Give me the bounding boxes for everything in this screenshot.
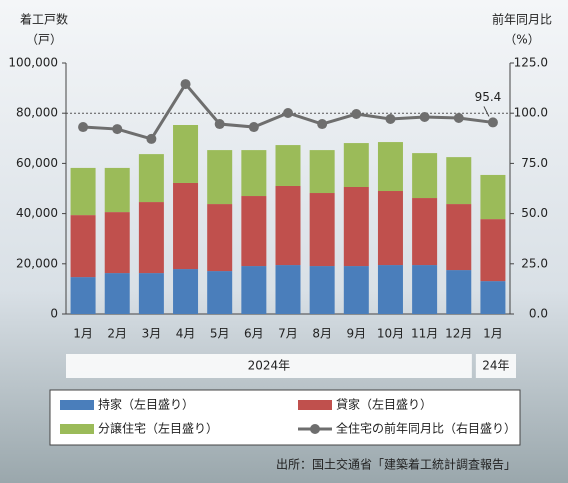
bar [173,124,199,183]
line-point [317,119,328,130]
bar [377,142,403,192]
y-tick-label: 60,000 [16,156,58,170]
legend-label: 貸家（左目盛り） [336,397,432,412]
bar [275,185,301,266]
y2-tick-label: 25.0 [521,256,548,270]
bar [241,196,267,267]
bar [104,273,130,314]
x-tick-label: 9月 [346,327,366,341]
legend-swatch [298,400,332,410]
bar [207,271,233,314]
bar [275,265,301,314]
line-point [146,133,157,144]
x-tick-label: 5月 [210,327,230,341]
x-tick-label: 7月 [278,327,298,341]
bar [343,143,369,187]
line-point [419,112,430,123]
y2-tick-label: 0.0 [529,307,548,321]
bar [412,153,438,199]
bar [309,193,335,267]
x-tick-label: 1月 [483,327,503,341]
bar [70,167,96,216]
x-tick-label: 12月 [445,327,472,341]
bar [173,182,199,270]
y2-tick-label: 100.0 [514,106,548,120]
x-tick-label: 1月 [73,327,93,341]
line-point [453,113,464,124]
line-point [78,122,89,133]
line-point [180,79,191,90]
bar [480,219,506,282]
line-point [214,119,225,130]
x-tick-label: 4月 [176,327,196,341]
bar [412,265,438,314]
y2-axis-title: 前年同月比 [492,12,552,27]
bar [138,273,164,314]
line-point [248,122,259,133]
bar [138,202,164,274]
bar [104,212,130,274]
bar [480,281,506,314]
bar [343,186,369,267]
x-tick-label: 2月 [107,327,127,341]
bar [309,150,335,194]
source: 出所：国土交通省「建築着工統計調査報告」 [276,457,516,472]
bar [241,266,267,314]
bar [309,266,335,314]
line-point [487,117,498,128]
bar [70,277,96,314]
group-box [475,354,516,378]
bar [173,269,199,314]
y-tick-label: 100,000 [8,56,58,70]
legend-swatch [60,400,94,410]
x-tick-label: 3月 [142,327,162,341]
bar [138,154,164,203]
bar [275,145,301,186]
bar [446,270,472,314]
legend-swatch [60,424,94,434]
group-label: 24年 [482,359,509,373]
y-tick-label: 80,000 [16,106,58,120]
bar [377,191,403,266]
bar [446,204,472,271]
legend-box [49,389,521,446]
group-box [66,354,472,378]
bar [207,204,233,272]
y-axis-unit: （戸） [26,33,62,47]
y-tick-label: 40,000 [16,206,58,220]
line-point [351,109,362,120]
line-point [112,124,123,135]
bar [480,174,506,220]
legend-label: 全住宅の前年同月比（右目盛り） [336,421,516,436]
y2-tick-label: 125.0 [514,56,548,70]
bar [412,198,438,266]
y2-tick-label: 50.0 [521,206,548,220]
bar [70,215,96,278]
bar [343,266,369,314]
bar [207,150,233,205]
bar [377,265,403,314]
y2-axis-unit: （%） [504,33,539,47]
data-label: 95.4 [475,90,502,104]
legend-label: 分譲住宅（左目盛り） [98,421,218,436]
x-tick-label: 11月 [411,327,438,341]
label-leader [483,106,490,117]
legend-point [310,424,320,434]
x-tick-label: 6月 [244,327,264,341]
y-tick-label: 20,000 [16,256,58,270]
y2-tick-label: 75.0 [521,156,548,170]
x-tick-label: 8月 [312,327,332,341]
group-label: 2024年 [248,359,291,373]
y-tick-label: 0 [50,307,58,321]
y-axis-title: 着工戸数 [20,12,68,27]
bar [446,157,472,205]
bar [241,150,267,197]
line-point [385,114,396,125]
bar [104,167,130,213]
legend-label: 持家（左目盛り） [98,397,194,412]
x-tick-label: 10月 [377,327,404,341]
line-point [283,107,293,118]
